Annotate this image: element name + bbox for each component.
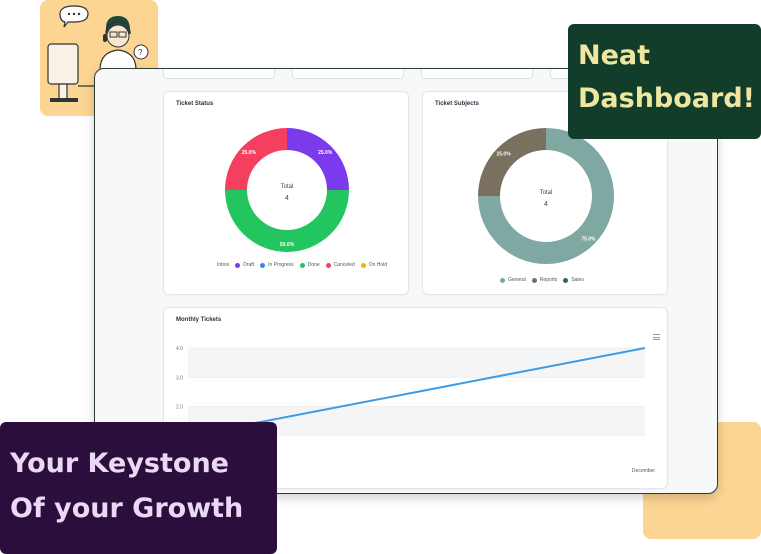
legend-item-sales[interactable]: Sales <box>563 277 584 283</box>
legend-item-reports[interactable]: Reports <box>531 277 558 283</box>
summary-card-stub <box>292 69 404 79</box>
legend-dot <box>500 277 505 283</box>
svg-text:?: ? <box>138 48 143 57</box>
headline-line-2: Dashboard! <box>578 83 755 114</box>
donut-slice-done[interactable] <box>225 190 349 252</box>
legend-item-in-progress[interactable]: In Progress <box>260 262 294 268</box>
tagline-badge: Your Keystone Of your Growth <box>0 422 277 554</box>
donut-center-value: 4 <box>285 195 289 202</box>
donut-slice-canceled[interactable] <box>225 128 287 190</box>
legend-dot <box>531 277 537 283</box>
headline-badge: Neat Dashboard! <box>568 24 761 139</box>
legend-label: Draft <box>243 262 255 268</box>
donut-slice-reports[interactable] <box>478 128 546 196</box>
ticket-status-card: Ticket Status 25.0% 50.0% 25.0% Total 4 Inbo… <box>163 91 409 295</box>
summary-card-stub <box>421 69 533 79</box>
hamburger-menu-icon[interactable] <box>653 334 660 340</box>
donut-slice-general[interactable] <box>478 128 614 264</box>
legend-item-draft[interactable]: Draft <box>235 262 254 268</box>
y-tick-label: 2.0 <box>176 405 183 411</box>
donut-center-label: Total <box>281 184 294 190</box>
legend-dot <box>360 262 366 268</box>
grid-band <box>188 348 645 378</box>
legend-label: Canceled <box>333 262 355 268</box>
card-title: Ticket Status <box>176 101 214 107</box>
tagline-line-1: Your Keystone <box>10 448 229 479</box>
y-tick-label: 3.0 <box>176 375 183 381</box>
legend-dot <box>260 262 266 268</box>
card-title: Ticket Subjects <box>435 101 479 107</box>
legend-label: In Progress <box>268 262 294 268</box>
donut-slice-draft[interactable] <box>287 128 349 190</box>
slice-percent-label: 25.0% <box>496 152 511 158</box>
donut-center-label: Total <box>540 190 553 196</box>
legend-dot <box>563 277 569 283</box>
slice-percent-label: 75.0% <box>581 236 596 242</box>
monthly-tickets-line <box>187 347 646 437</box>
y-tick-label: 4.0 <box>176 346 183 352</box>
legend-dot <box>235 262 241 268</box>
dashboard-window: Ticket Status 25.0% 50.0% 25.0% Total 4 Inbo… <box>94 68 718 494</box>
headline-line-1: Neat <box>578 40 651 71</box>
card-title: Monthly Tickets <box>176 317 222 323</box>
ticket-subjects-legend: General Reports Sales <box>500 277 640 285</box>
legend-item-canceled[interactable]: Canceled <box>325 262 355 268</box>
ticket-status-legend: Inbox Draft In Progress Done Canceled On Hold <box>214 262 387 270</box>
slice-percent-label: 25.0% <box>318 150 333 156</box>
legend-dot <box>299 262 305 268</box>
legend-label: Inbox <box>217 262 230 268</box>
legend-item-general[interactable]: General <box>500 277 526 283</box>
legend-label: Done <box>307 262 320 268</box>
summary-card-stub <box>163 69 275 79</box>
legend-item-inbox[interactable]: Inbox <box>214 262 229 268</box>
ticket-status-donut: 25.0% 50.0% 25.0% Total 4 <box>225 128 349 252</box>
legend-label: Sales <box>571 277 584 283</box>
tagline-line-2: Of your Growth <box>10 493 244 524</box>
slice-percent-label: 50.0% <box>280 242 295 248</box>
x-axis-end-label: December <box>631 468 655 474</box>
legend-label: On Hold <box>368 262 388 268</box>
legend-label: Reports <box>539 277 558 283</box>
legend-label: General <box>508 277 526 283</box>
donut-center-value: 4 <box>544 201 548 208</box>
legend-dot <box>325 262 331 268</box>
legend-item-done[interactable]: Done <box>299 262 320 268</box>
legend-item-on-hold[interactable]: On Hold <box>360 262 388 268</box>
ticket-subjects-donut: 75.0% 25.0% Total 4 <box>478 128 614 264</box>
slice-percent-label: 25.0% <box>242 150 257 156</box>
